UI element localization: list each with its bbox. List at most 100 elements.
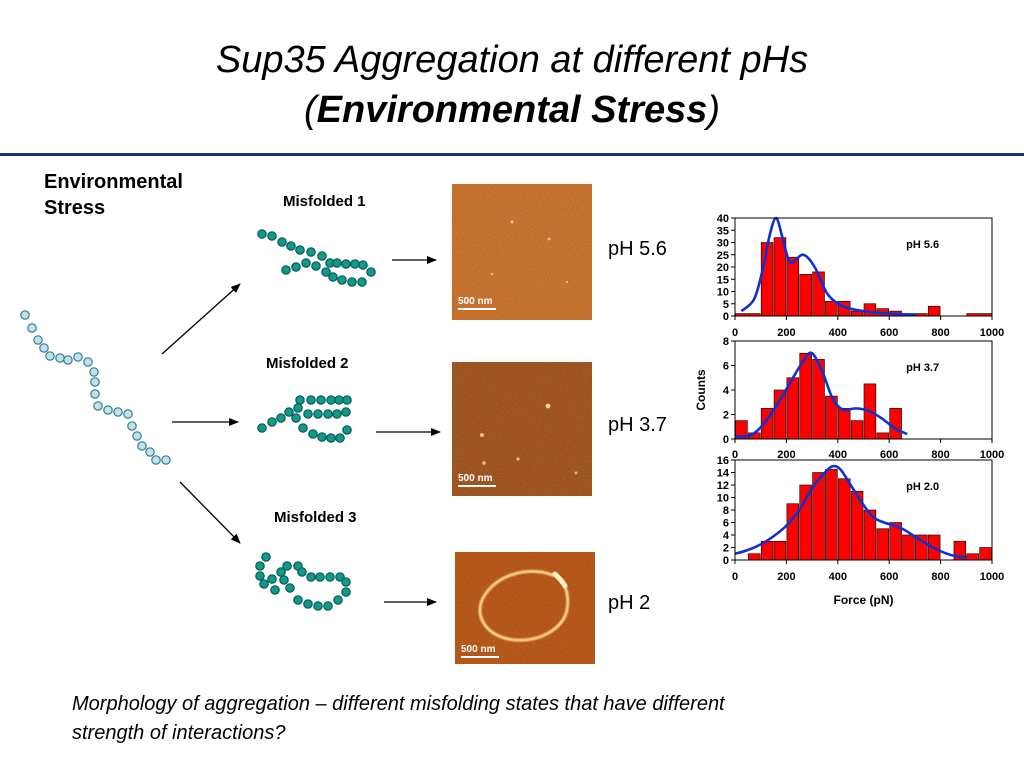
y-tick-label: 4 <box>723 530 730 542</box>
histogram-bar <box>837 478 851 561</box>
fit-curve <box>734 351 908 438</box>
misfolded-bead <box>291 413 301 423</box>
misfolded-bead <box>333 595 343 605</box>
misfolded-bead <box>313 601 323 611</box>
misfolded-bead <box>335 572 345 582</box>
histogram-bar <box>876 528 889 561</box>
histogram-bar <box>825 469 838 561</box>
x-axis-label: Force (pN) <box>834 593 894 607</box>
misfolded-bead <box>284 407 294 417</box>
x-tick-label: 600 <box>880 449 898 461</box>
misfolded-bead <box>282 561 292 571</box>
title-close-paren: ) <box>707 89 720 131</box>
misfolded-bead <box>276 567 286 577</box>
misfolded-chain-2 <box>257 395 352 443</box>
native-bead <box>27 323 37 333</box>
misfolded-2-label: Misfolded 2 <box>266 355 349 372</box>
y-axis-label: Counts <box>694 369 708 411</box>
histogram-bar <box>773 540 787 561</box>
x-tick-label: 400 <box>829 449 847 461</box>
histogram-bar <box>966 553 979 561</box>
misfolded-bead <box>255 571 265 581</box>
y-tick-label: 25 <box>717 250 729 262</box>
y-tick-label: 35 <box>717 225 729 237</box>
misfolded-bead <box>259 579 269 589</box>
y-tick-label: 0 <box>723 434 729 446</box>
y-tick-label: 10 <box>717 287 729 299</box>
x-tick-label: 400 <box>829 327 847 339</box>
ph-label-3: pH 2 <box>608 592 651 614</box>
title-bold-text: Environmental Stress <box>316 89 708 131</box>
x-tick-label: 1000 <box>980 327 1004 339</box>
misfolded-bead <box>297 567 307 577</box>
slide-title-line2: (Environmental Stress) <box>0 88 1024 132</box>
native-bead <box>20 310 30 320</box>
histogram-bar <box>773 237 787 317</box>
misfolded-bead <box>342 425 352 435</box>
misfolded-bead <box>313 409 323 419</box>
x-tick-label: 600 <box>880 327 898 339</box>
native-bead <box>90 377 100 387</box>
scale-bar-label-2: 500 nm <box>458 473 493 484</box>
native-bead <box>132 431 142 441</box>
native-bead <box>103 405 113 415</box>
histogram-bar <box>799 274 812 317</box>
scale-bar-3 <box>461 656 499 658</box>
scale-bar-label-1: 500 nm <box>458 296 493 307</box>
y-tick-label: 8 <box>723 505 729 517</box>
y-tick-label: 6 <box>723 361 729 373</box>
y-tick-label: 12 <box>717 480 729 492</box>
y-tick-label: 0 <box>723 555 729 567</box>
x-tick-label: 0 <box>732 449 738 461</box>
histogram-bar <box>979 547 992 561</box>
native-bead <box>113 407 123 417</box>
x-tick-label: 200 <box>777 327 795 339</box>
histogram-bar <box>786 256 800 317</box>
misfolded-bead <box>323 409 333 419</box>
plot-frame <box>734 340 993 440</box>
misfolded-bead <box>303 409 313 419</box>
misfolded-bead <box>308 429 318 439</box>
histogram-bar <box>889 408 902 440</box>
panel-annotation: pH 5.6 <box>906 239 939 251</box>
x-tick-label: 400 <box>829 571 847 583</box>
native-bead <box>90 389 100 399</box>
misfolded-bead <box>317 251 327 261</box>
misfolded-bead <box>270 585 280 595</box>
misfolded-bead <box>342 395 352 405</box>
misfolded-bead <box>321 267 331 277</box>
histogram-bar <box>825 300 838 317</box>
afm-image-ph56: 500 nm <box>452 184 592 320</box>
misfolded-1-label: Misfolded 1 <box>283 193 366 210</box>
native-bead <box>145 447 155 457</box>
footer-caption: Morphology of aggregation – different mi… <box>72 690 972 748</box>
y-tick-label: 4 <box>723 385 730 397</box>
misfolded-bead <box>279 575 289 585</box>
misfolded-bead <box>286 241 296 251</box>
x-tick-label: 0 <box>732 571 738 583</box>
misfolded-bead <box>335 433 345 443</box>
histogram-bar <box>837 408 851 440</box>
arrow-to-misfolded-1 <box>161 283 241 355</box>
fit-curve <box>734 464 967 559</box>
x-tick-label: 1000 <box>980 571 1004 583</box>
ph-label-1: pH 5.6 <box>608 238 667 260</box>
histogram-bar <box>876 432 889 440</box>
misfolded-bead <box>303 599 313 609</box>
misfolded-bead <box>295 245 305 255</box>
y-tick-label: 2 <box>723 410 729 422</box>
x-tick-label: 0 <box>732 327 738 339</box>
misfolded-bead <box>285 583 295 593</box>
misfolded-bead <box>366 267 376 277</box>
x-tick-label: 800 <box>931 327 949 339</box>
scale-bar-2 <box>458 485 496 487</box>
plot-frame <box>734 217 993 317</box>
histogram-bar <box>902 534 915 561</box>
misfolded-bead <box>298 423 308 433</box>
misfolded-bead <box>267 231 277 241</box>
misfolded-bead <box>261 552 271 562</box>
title-divider <box>0 153 1024 156</box>
